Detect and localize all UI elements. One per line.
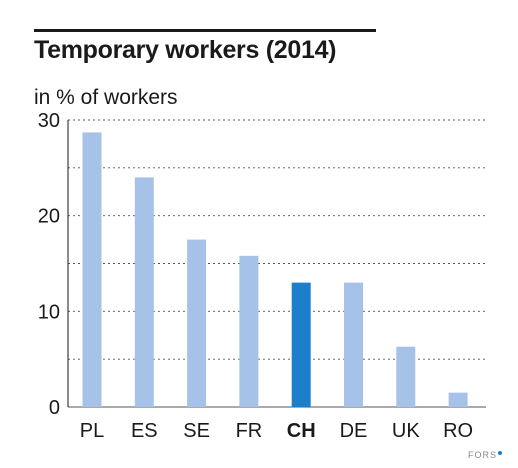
bar-de [344,282,363,407]
credit: FORS [468,450,502,460]
credit-text: FORS [467,450,497,460]
x-tick-label-se: SE [183,420,210,442]
y-tick-label: 0 [49,397,60,419]
bar-ch [291,282,311,407]
credit-dot [498,451,502,455]
grid-lines [68,119,486,408]
chart-title: Temporary workers (2014) [34,36,337,64]
chart-subtitle: in % of workers [34,86,178,109]
x-tick-label-es: ES [131,420,158,442]
bar-se [187,239,207,407]
y-tick-label: 30 [38,110,60,132]
bar-uk [396,346,416,407]
bar-fr [239,255,259,407]
x-tick-label-de: DE [340,420,368,442]
y-tick-label: 10 [38,301,60,323]
bar-es [134,177,154,407]
y-tick-label: 20 [38,206,60,228]
bar-ro [448,392,468,407]
bars [82,132,468,408]
x-tick-label-fr: FR [236,420,263,442]
bar-pl [82,132,102,408]
x-tick-label-ro: RO [443,420,473,442]
x-tick-label-ch: CH [287,420,316,442]
y-tick-labels: 0 10 20 30 [38,110,60,419]
x-tick-label-uk: UK [392,420,420,442]
x-tick-labels: PL ES SE FR CH DE UK RO [80,420,473,442]
top-rule [34,29,376,32]
x-tick-label-pl: PL [80,420,104,442]
